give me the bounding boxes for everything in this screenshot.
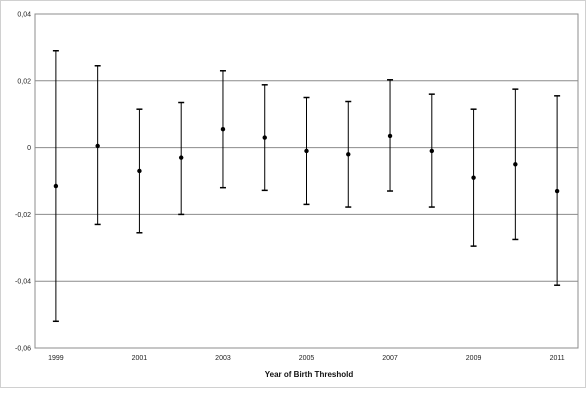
y-tick-label: 0,02	[17, 78, 31, 85]
error-bar-2006	[345, 100, 352, 208]
point-estimate	[220, 127, 226, 132]
point-estimate	[387, 133, 393, 139]
error-bar-2010	[512, 88, 519, 241]
y-tick-label: -0,02	[15, 212, 31, 219]
y-tick-label: -0,04	[15, 279, 31, 286]
error-bar-2000	[94, 65, 101, 226]
x-tick-label: 2009	[466, 355, 482, 362]
error-bar-2001	[136, 108, 143, 234]
y-axis-tick-labels: 0,04 0,02 0 -0,02 -0,04 -0,06	[15, 12, 31, 353]
error-bar-2007	[387, 79, 394, 192]
error-bar-2008	[428, 93, 435, 208]
point-estimate	[95, 143, 100, 149]
x-tick-label: 2005	[299, 355, 315, 362]
point-estimate	[304, 148, 309, 154]
error-bar-1999	[52, 49, 59, 323]
point-estimate	[513, 162, 518, 167]
y-tick-label: 0,04	[17, 12, 31, 19]
x-tick-label: 2007	[382, 355, 398, 362]
y-tick-label: 0	[27, 145, 31, 152]
y-tick-label: -0,06	[15, 346, 31, 353]
error-bar-2004	[261, 84, 268, 192]
error-bars	[52, 49, 561, 323]
gridlines	[34, 13, 579, 349]
point-estimate	[262, 135, 267, 140]
point-estimate	[178, 155, 184, 160]
point-estimate	[346, 152, 351, 157]
point-estimate	[53, 183, 59, 189]
x-axis-tick-labels: 1999 2001 2003 2005 2007 2009 2011	[48, 355, 565, 362]
point-estimate	[554, 188, 560, 194]
point-estimate	[429, 148, 435, 154]
error-bar-2009	[470, 108, 477, 247]
x-tick-label: 1999	[48, 355, 64, 362]
error-bar-2002	[178, 101, 185, 216]
error-bar-2011	[554, 95, 561, 286]
x-tick-label: 2011	[550, 355, 565, 362]
x-axis-title: Year of Birth Threshold	[265, 370, 354, 379]
error-bar-2003	[219, 70, 226, 189]
point-estimate	[137, 168, 142, 174]
x-tick-label: 2001	[132, 355, 148, 362]
x-tick-label: 2003	[215, 355, 231, 362]
point-estimate	[471, 175, 476, 180]
error-bar-2005	[303, 96, 310, 206]
